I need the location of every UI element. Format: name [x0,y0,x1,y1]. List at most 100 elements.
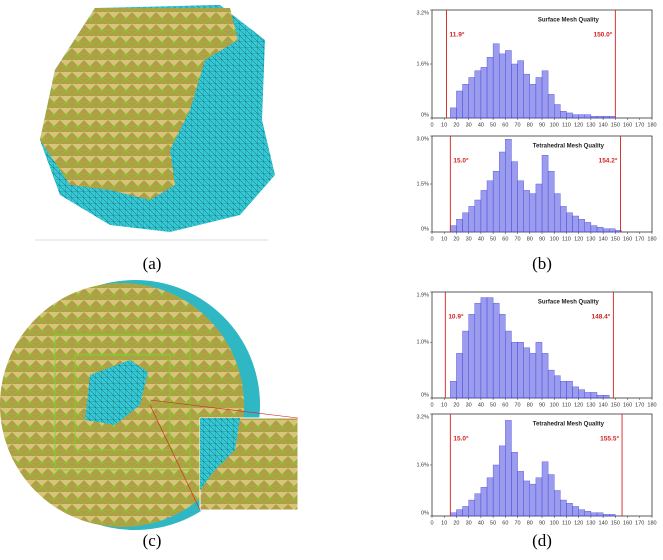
bar [456,509,463,517]
bar [535,477,543,517]
y-tick-label: 3.2% [416,10,429,16]
x-tick-label: 50 [490,122,496,128]
x-tick-label: 180 [647,402,656,408]
y-tick-label: 0% [421,392,429,398]
x-tick-label: 40 [478,236,484,242]
bar [499,151,506,233]
x-tick-label: 20 [453,236,459,242]
bar [566,503,573,517]
x-tick-label: 150 [611,402,620,408]
x-tick-label: 170 [635,520,644,526]
x-tick-label: 180 [647,520,656,526]
bar [615,230,622,233]
x-tick-label: 0 [430,520,433,526]
x-tick-label: 30 [466,122,472,128]
bar [486,57,494,119]
bar [566,112,573,119]
x-tick-label: 140 [599,236,608,242]
caption: (a) [143,254,162,273]
bar [462,212,469,233]
x-tick-label: 60 [502,520,508,526]
bar [505,420,512,517]
x-tick-label: 60 [502,236,508,242]
bar [554,490,561,517]
bar [566,212,573,233]
x-tick-label: 150 [611,520,620,526]
mesh-c [0,280,299,530]
y-tick-label: 1.5% [416,181,429,187]
bar [499,445,506,517]
bar [560,381,567,399]
x-tick-label: 150 [611,236,620,242]
y-tick-label: 1.0% [416,340,429,346]
x-tick-label: 170 [635,236,644,242]
bar [492,302,500,399]
bar [547,474,555,517]
x-tick-label: 90 [539,122,545,128]
bar [590,392,598,399]
bar [560,206,567,233]
caption: (d) [532,531,552,550]
bar [492,464,500,517]
bar [462,330,469,399]
y-tick-label: 1.9% [416,292,429,298]
bar [492,43,500,119]
bar [554,193,561,233]
bar [578,509,585,517]
bar [462,84,469,119]
bar [541,154,549,233]
x-tick-label: 130 [586,122,595,128]
bar [474,493,482,517]
bar [480,297,488,399]
bar [602,116,610,119]
threshold-label: 148.4° [592,313,611,321]
x-tick-label: 150 [611,122,620,128]
x-tick-label: 10 [441,236,447,242]
x-tick-label: 50 [490,402,496,408]
bar [547,369,555,399]
bar [450,225,457,233]
bar [590,225,598,233]
x-tick-label: 110 [562,236,571,242]
x-tick-label: 10 [441,402,447,408]
y-tick-label: 0% [421,510,429,516]
bar [554,104,561,119]
bar [505,330,512,399]
x-tick-label: 120 [574,520,583,526]
x-tick-label: 60 [502,402,508,408]
bar [474,302,482,399]
x-tick-label: 0 [430,402,433,408]
bar [602,228,610,233]
bar [560,499,567,517]
x-tick-label: 120 [574,236,583,242]
x-tick-label: 30 [466,520,472,526]
x-tick-label: 40 [478,122,484,128]
bar [486,297,494,399]
bar [535,342,543,399]
threshold-label: 155.5° [600,435,619,443]
bar [609,514,616,517]
bar [529,84,537,119]
bar [590,512,598,517]
bar [566,381,573,399]
bar [517,180,524,233]
threshold-label: 154.2° [599,157,618,165]
bar [541,461,549,517]
bar [602,514,610,517]
x-tick-label: 130 [586,236,595,242]
x-tick-label: 140 [599,122,608,128]
y-tick-label: 0% [421,112,429,118]
bar [511,452,518,517]
x-tick-label: 100 [550,122,559,128]
bar [517,471,524,517]
bar [596,395,604,399]
x-tick-label: 40 [478,402,484,408]
bar [596,116,604,119]
x-tick-label: 100 [550,520,559,526]
bar [547,94,555,119]
bar [511,342,518,399]
threshold-label: 150.0° [593,31,612,39]
x-tick-label: 160 [623,122,632,128]
bar [578,114,585,119]
bar [590,116,598,119]
